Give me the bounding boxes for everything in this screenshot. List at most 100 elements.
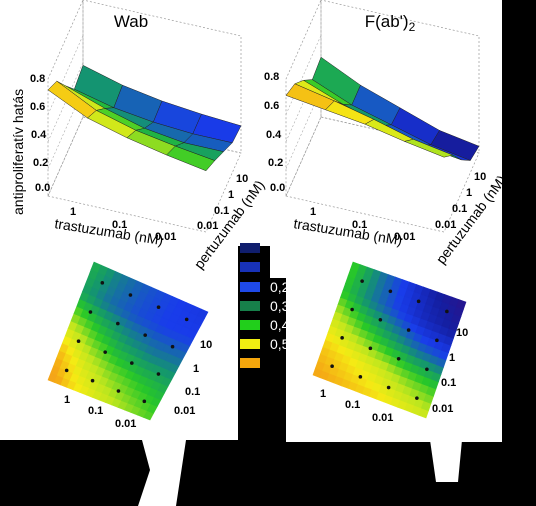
measurement-point (130, 361, 134, 365)
panel-fragment-right (430, 440, 462, 482)
panel-top-right (270, 0, 502, 278)
map-x-tick-right-2: 0.01 (372, 412, 393, 424)
heatmap-cell (196, 308, 209, 320)
map-y-tick-right-1: 1 (449, 352, 455, 364)
measurement-point (64, 368, 69, 373)
map-x-tick-left-0: 1 (64, 394, 70, 406)
surface-plot-1 (285, 0, 480, 233)
map-y-tick-left-0: 10 (200, 339, 212, 351)
measurement-point (142, 399, 147, 404)
panel-fragment-left (138, 440, 186, 506)
side-wall (47, 0, 84, 197)
heatmap-cell (456, 299, 467, 310)
measurement-point (435, 338, 439, 343)
heatmap-3 (312, 261, 467, 419)
y-tick-right-3: 0.01 (435, 219, 456, 231)
z-tick-left-3: 0.2 (33, 157, 48, 169)
legend-label-4: 0,4 (270, 317, 290, 333)
heatmaps-layer (47, 261, 467, 421)
map-x-tick-right-1: 0.1 (345, 399, 360, 411)
z-tick-left-1: 0.6 (30, 101, 45, 113)
map-y-tick-left-3: 0.01 (174, 405, 195, 417)
legend-swatch-3 (240, 301, 260, 311)
measurement-point (340, 336, 344, 340)
side-wall (285, 0, 322, 197)
map-x-tick-left-2: 0.01 (115, 418, 136, 430)
z-tick-left-4: 0.0 (35, 182, 50, 194)
color-legend: 0,0 0,1 0,2 0,3 0,4 0,5 (240, 240, 290, 368)
x-tick-right-0: 1 (310, 206, 316, 218)
map-y-tick-right-0: 10 (456, 327, 468, 339)
measurement-point (184, 317, 189, 322)
map-y-tick-right-2: 0.1 (441, 377, 456, 389)
heatmap-2 (47, 261, 209, 421)
legend-label-1: 0,1 (270, 259, 290, 275)
measurement-point (388, 289, 393, 294)
title-wab: Wab (114, 12, 148, 31)
legend-label-3: 0,3 (270, 298, 290, 314)
z-tick-left-2: 0.4 (31, 129, 47, 141)
measurement-point (416, 299, 421, 304)
title-fab2: F(ab')2 (365, 12, 416, 34)
z-tick-right-2: 0.4 (266, 129, 282, 141)
legend-swatch-6 (240, 358, 260, 368)
z-tick-right-1: 0.6 (264, 100, 279, 112)
surface-cell (403, 139, 454, 158)
x-tick-right-2: 0.01 (394, 231, 415, 243)
measurement-point (445, 309, 449, 314)
measurement-point (116, 321, 120, 326)
y-tick-left-1: 1 (228, 189, 234, 201)
grid-line (47, 62, 84, 142)
measurement-point (156, 372, 161, 376)
title-fab2-subscript: 2 (409, 20, 416, 34)
z-tick-right-0: 0.8 (264, 71, 279, 83)
legend-label-0: 0,0 (270, 240, 290, 256)
z-tick-left-0: 0.8 (30, 73, 45, 85)
y-tick-right-0: 10 (474, 171, 486, 183)
z-tick-right-4: 0.0 (270, 182, 285, 194)
measurement-point (406, 328, 411, 332)
z-axis-label: antiproliferatív hatás (10, 89, 26, 215)
y-tick-right-1: 1 (466, 187, 472, 199)
surface-cell (166, 145, 216, 172)
y-tick-left-0: 10 (236, 173, 248, 185)
y-tick-left-2: 0.1 (214, 205, 229, 217)
map-x-tick-left-1: 0.1 (88, 405, 103, 417)
measurement-point (90, 378, 95, 383)
grid-line (47, 35, 84, 115)
z-tick-right-3: 0.2 (268, 157, 283, 169)
map-y-tick-left-1: 1 (193, 363, 199, 375)
measurement-point (76, 339, 81, 344)
map-y-tick-left-2: 0.1 (185, 386, 200, 398)
measurement-point (88, 310, 93, 314)
measurement-point (360, 279, 364, 283)
y-tick-left-3: 0.01 (197, 220, 218, 232)
x-tick-left-0: 1 (70, 206, 76, 218)
x-tick-left-2: 0.01 (155, 231, 176, 243)
map-y-tick-right-3: 0.01 (432, 403, 453, 415)
measurement-point (103, 350, 107, 354)
measurement-point (128, 293, 133, 297)
measurement-point (386, 385, 391, 390)
measurement-point (368, 346, 373, 351)
measurement-point (415, 396, 419, 400)
grid-line (285, 35, 322, 115)
measurement-point (170, 344, 175, 349)
measurement-point (330, 364, 334, 369)
legend-swatch-1 (240, 262, 260, 272)
floor (285, 116, 480, 233)
measurement-point (378, 317, 383, 322)
x-tick-left-1: 0.1 (112, 219, 127, 231)
legend-swatch-0 (240, 243, 260, 253)
measurement-point (143, 333, 147, 337)
measurement-point (100, 281, 105, 285)
surface-plots-layer (47, 0, 480, 233)
legend-swatch-5 (240, 339, 260, 349)
y-tick-right-2: 0.1 (452, 203, 467, 215)
measurement-point (156, 305, 161, 310)
legend-label-2: 0,2 (270, 279, 290, 295)
legend-label-5: 0,5 (270, 336, 290, 352)
measurement-point (358, 375, 363, 379)
